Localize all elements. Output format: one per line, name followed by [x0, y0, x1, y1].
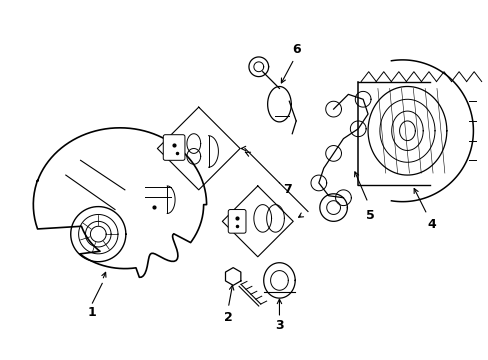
- Polygon shape: [355, 91, 370, 107]
- Polygon shape: [85, 221, 111, 247]
- Polygon shape: [319, 194, 346, 221]
- Polygon shape: [267, 86, 291, 122]
- Polygon shape: [325, 101, 341, 117]
- Text: 1: 1: [88, 306, 97, 319]
- FancyBboxPatch shape: [228, 210, 245, 233]
- FancyBboxPatch shape: [163, 135, 184, 160]
- Polygon shape: [225, 267, 241, 285]
- Polygon shape: [367, 86, 446, 175]
- Polygon shape: [310, 175, 326, 191]
- Text: 3: 3: [275, 319, 283, 332]
- Polygon shape: [33, 128, 206, 277]
- Text: 7: 7: [283, 183, 291, 196]
- Text: 2: 2: [224, 311, 232, 324]
- Polygon shape: [325, 145, 341, 161]
- Polygon shape: [248, 57, 268, 77]
- Polygon shape: [222, 186, 293, 257]
- Text: 5: 5: [365, 209, 374, 222]
- Polygon shape: [263, 263, 295, 298]
- Polygon shape: [349, 121, 366, 137]
- Polygon shape: [335, 190, 350, 206]
- Text: 6: 6: [291, 42, 300, 55]
- Text: 4: 4: [427, 218, 436, 231]
- Polygon shape: [157, 107, 240, 190]
- Polygon shape: [71, 207, 125, 262]
